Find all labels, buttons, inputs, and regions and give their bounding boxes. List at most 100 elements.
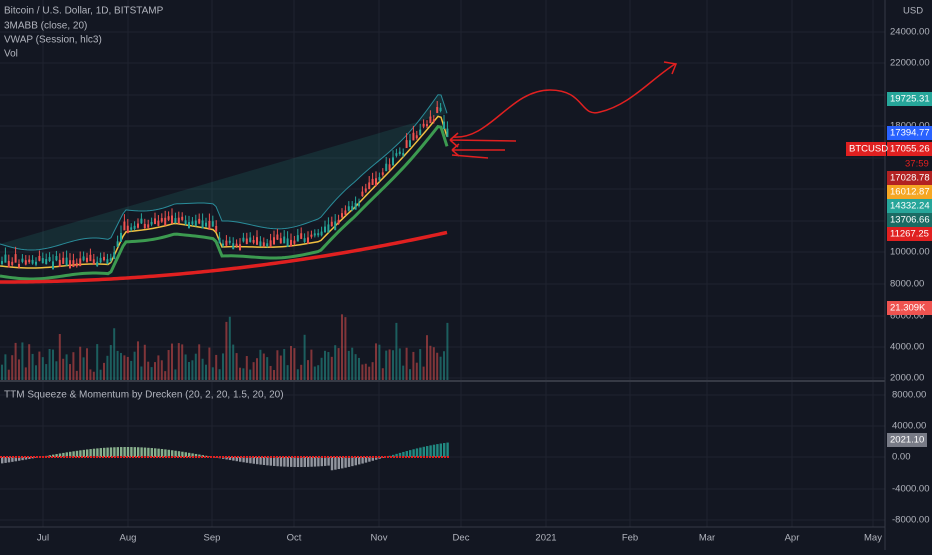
price-label: 8000.00: [890, 279, 924, 290]
candle-body: [324, 227, 326, 233]
time-label: Feb: [622, 533, 638, 544]
time-label: 2021: [535, 533, 556, 544]
volume-bar: [76, 371, 78, 380]
time-label: Mar: [699, 533, 715, 544]
volume-bar: [314, 367, 316, 380]
candle-body: [4, 255, 6, 263]
candle-body: [242, 238, 244, 242]
countdown: 37:59: [905, 159, 929, 170]
momentum-bar: [130, 447, 132, 457]
candle-body: [171, 216, 173, 224]
volume-bar: [436, 353, 438, 380]
price-label: 4000.00: [890, 342, 924, 353]
volume-bar: [198, 344, 200, 380]
candle-body: [331, 222, 333, 226]
volume-bar: [21, 342, 23, 380]
candle-body: [249, 237, 251, 241]
volume-bar: [188, 362, 190, 380]
volume-bar: [86, 348, 88, 380]
volume-bar: [446, 323, 448, 380]
candle-body: [358, 203, 360, 206]
volume-bar: [266, 357, 268, 380]
candle-body: [191, 221, 193, 224]
candle-body: [236, 244, 238, 246]
momentum-bar: [134, 447, 136, 457]
candle-body: [127, 226, 129, 233]
momentum-bar: [334, 457, 336, 470]
candle-body: [42, 258, 44, 263]
momentum-bar: [266, 457, 268, 465]
momentum-bar: [123, 447, 125, 457]
candle-body: [168, 216, 170, 220]
volume-bar: [399, 348, 401, 380]
volume-bar: [382, 368, 384, 380]
candle-body: [62, 258, 64, 264]
volume-bar: [140, 366, 142, 380]
candle-body: [55, 256, 57, 260]
momentum-bar: [151, 448, 153, 457]
price-tag-label: BTCUSD: [849, 144, 888, 155]
candle-body: [157, 221, 159, 226]
volume-bar: [49, 349, 51, 380]
momentum-bar: [304, 457, 306, 467]
momentum-bar: [348, 457, 350, 467]
volume-bar: [35, 365, 37, 380]
volume-bar: [293, 348, 295, 380]
volume-bar: [1, 365, 3, 380]
momentum-bar: [446, 443, 448, 457]
osc-label: -8000.00: [892, 515, 930, 526]
volume-bar: [32, 354, 34, 380]
momentum-bar: [283, 457, 285, 467]
osc-label: 8000.00: [892, 390, 926, 401]
candle-body: [66, 258, 68, 266]
osc-label: 0.00: [892, 452, 911, 463]
volume-bar: [433, 347, 435, 380]
volume-bar: [52, 350, 54, 380]
candle-body: [239, 244, 241, 250]
momentum-bar: [83, 450, 85, 457]
momentum-bar: [436, 444, 438, 457]
momentum-bar: [429, 445, 431, 457]
volume-bar: [62, 359, 64, 380]
candle-body: [334, 221, 336, 230]
oscillator-title: TTM Squeeze & Momentum by Drecken (20, 2…: [4, 390, 284, 401]
volume-bar: [147, 362, 149, 380]
candle-body: [35, 262, 37, 265]
volume-bar: [8, 370, 10, 380]
candle-body: [72, 260, 74, 267]
price-tag-label: 17028.78: [890, 173, 930, 184]
volume-bar: [389, 349, 391, 380]
candle-body: [290, 240, 292, 247]
momentum-bar: [344, 457, 346, 468]
candle-body: [83, 256, 85, 260]
candle-body: [215, 226, 217, 232]
candle-body: [351, 206, 353, 210]
price-tag-label: 17055.26: [890, 144, 930, 155]
candle-body: [144, 224, 146, 228]
momentum-bar: [86, 449, 88, 457]
volume-bar: [385, 351, 387, 380]
momentum-bar: [113, 447, 115, 457]
candle-body: [293, 241, 295, 244]
momentum-bar: [273, 457, 275, 466]
momentum-bar: [137, 447, 139, 457]
volume-bar: [368, 367, 370, 380]
volume-bar: [290, 346, 292, 380]
candle-body: [154, 218, 156, 224]
candle-body: [253, 240, 255, 243]
candle-body: [123, 222, 125, 231]
candle-body: [25, 260, 27, 264]
candle-body: [416, 135, 418, 138]
volume-bar: [263, 354, 265, 380]
candle-body: [113, 252, 115, 259]
candle-body: [273, 237, 275, 244]
momentum-bar: [426, 446, 428, 457]
candle-body: [355, 203, 357, 210]
volume-bar: [79, 347, 81, 380]
candle-body: [246, 239, 248, 244]
volume-bar: [426, 335, 428, 380]
volume-bar: [130, 361, 132, 380]
momentum-bar: [263, 457, 265, 465]
volume-bar: [412, 352, 414, 380]
